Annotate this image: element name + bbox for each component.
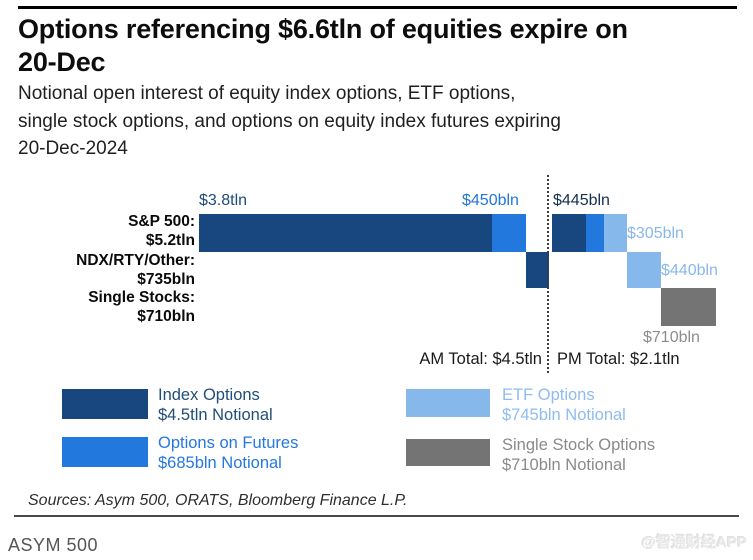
row-label-ndx-line1: NDX/RTY/Other: bbox=[76, 252, 195, 269]
watermark-label: @智通财经APP bbox=[641, 534, 747, 551]
legend-label-index-options: Index Options $4.5tln Notional bbox=[158, 386, 273, 425]
row-label-single-stocks-line2: $710bln bbox=[137, 307, 195, 325]
chart-subtitle-line1: Notional open interest of equity index o… bbox=[18, 83, 516, 104]
row-label-single-stocks-line1: Single Stocks: bbox=[88, 289, 195, 306]
bar-label-440bln: $440bln bbox=[661, 262, 718, 279]
chart-title-line2: 20-Dec bbox=[18, 47, 106, 77]
row-label-ndx-line2: $735bln bbox=[137, 270, 195, 288]
row-label-sp500-line1: S&P 500: bbox=[128, 213, 195, 230]
row-label-single-stocks: Single Stocks: $710bln bbox=[0, 289, 195, 326]
legend-swatch-single-stock-options bbox=[406, 439, 490, 466]
legend-swatch-options-on-futures bbox=[62, 437, 148, 467]
row-label-sp500-line2: $5.2tln bbox=[145, 231, 195, 249]
row-label-sp500: S&P 500: $5.2tln bbox=[0, 213, 195, 250]
bar-label-305bln: $305bln bbox=[627, 225, 684, 242]
bar-segment-pm-index_options bbox=[551, 214, 586, 252]
chart-title-line1: Options referencing $6.6tln of equities … bbox=[18, 14, 628, 44]
bar-label-710bln: $710bln bbox=[643, 329, 700, 346]
legend-label-single-stock-options: Single Stock Options $710bln Notional bbox=[502, 436, 655, 475]
sources-note: Sources: Asym 500, ORATS, Bloomberg Fina… bbox=[28, 492, 408, 509]
legend-index-options-notional: $4.5tln Notional bbox=[158, 405, 273, 424]
bar-segment-pm-options_on_futures bbox=[585, 214, 604, 252]
bar-segment-am-index_options bbox=[526, 252, 549, 288]
bar-segment-pm-etf_options bbox=[627, 252, 662, 288]
bar-segment-am-index_options bbox=[199, 214, 492, 252]
legend-index-options-name: Index Options bbox=[158, 386, 260, 404]
top-rule bbox=[18, 6, 737, 9]
legend-single-stock-options-notional: $710bln Notional bbox=[502, 455, 626, 474]
bar-label-450bln: $450bln bbox=[462, 192, 519, 209]
bar-label-3-8tln: $3.8tln bbox=[199, 192, 248, 209]
am-pm-divider-line bbox=[547, 175, 549, 373]
chart-title: Options referencing $6.6tln of equities … bbox=[18, 13, 733, 79]
legend-etf-options-name: ETF Options bbox=[502, 386, 595, 404]
chart-subtitle-line3: 20-Dec-2024 bbox=[18, 138, 128, 159]
legend-swatch-etf-options bbox=[406, 389, 490, 417]
pm-total-label: PM Total: $2.1tln bbox=[557, 350, 680, 368]
legend-label-options-on-futures: Options on Futures $685bln Notional bbox=[158, 434, 298, 473]
legend-options-on-futures-name: Options on Futures bbox=[158, 434, 299, 452]
bar-label-445bln: $445bln bbox=[553, 192, 610, 209]
chart-subtitle: Notional open interest of equity index o… bbox=[18, 80, 738, 163]
legend-label-etf-options: ETF Options $745bln Notional bbox=[502, 386, 626, 425]
bar-segment-pm-etf_options bbox=[603, 214, 628, 252]
chart-subtitle-line2: single stock options, and options on equ… bbox=[18, 110, 561, 132]
row-label-ndx: NDX/RTY/Other: $735bln bbox=[0, 252, 195, 289]
am-total-label: AM Total: $4.5tln bbox=[419, 350, 542, 368]
legend-swatch-index-options bbox=[62, 389, 148, 419]
legend-options-on-futures-notional: $685bln Notional bbox=[158, 453, 282, 472]
brand-label: ASYM 500 bbox=[8, 535, 99, 555]
legend-single-stock-options-name: Single Stock Options bbox=[502, 436, 656, 454]
bar-segment-pm-single_stock_options bbox=[661, 288, 716, 326]
legend-etf-options-notional: $745bln Notional bbox=[502, 405, 626, 424]
bottom-rule bbox=[14, 515, 739, 517]
bar-segment-am-options_on_futures bbox=[491, 214, 527, 252]
